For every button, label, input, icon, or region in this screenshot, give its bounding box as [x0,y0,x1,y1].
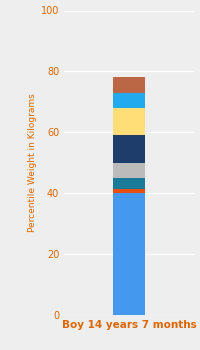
Bar [113,108,145,135]
Bar [113,135,145,163]
Bar [113,93,145,108]
Bar [113,178,145,189]
Bar [113,163,145,178]
Bar [113,193,145,315]
Bar [113,189,145,193]
Y-axis label: Percentile Weight in Kilograms: Percentile Weight in Kilograms [28,93,37,232]
Bar [113,77,145,93]
